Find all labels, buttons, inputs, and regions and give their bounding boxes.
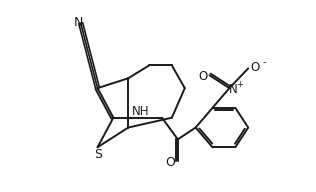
Text: NH: NH [131, 105, 149, 118]
Text: +: + [236, 80, 243, 89]
Text: N: N [229, 83, 238, 96]
Text: O: O [165, 156, 175, 169]
Text: O: O [198, 70, 207, 83]
Text: -: - [262, 57, 266, 68]
Text: N: N [74, 16, 83, 29]
Text: S: S [94, 148, 102, 161]
Text: O: O [251, 61, 260, 74]
